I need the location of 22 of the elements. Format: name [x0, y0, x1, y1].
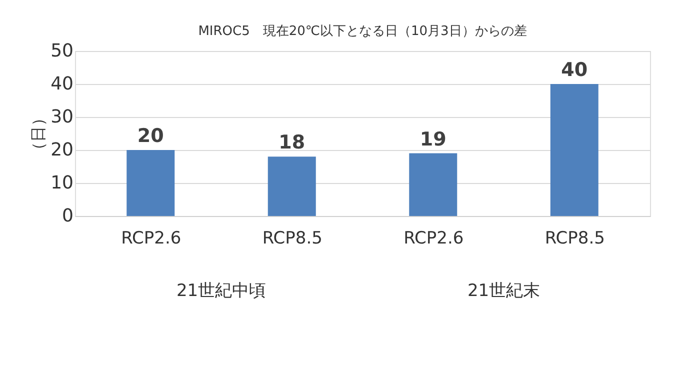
text: 21世紀中頃	[176, 281, 266, 301]
y-tick-label: 10	[50, 172, 74, 194]
x-tick-label: RCP8.5	[544, 228, 605, 248]
data-label: 20	[137, 125, 164, 147]
data-label: 18	[278, 132, 306, 154]
data-label: 40	[561, 59, 588, 81]
bar	[550, 84, 598, 216]
x-tick-label: RCP8.5	[262, 228, 322, 248]
y-tick-label: 0	[62, 206, 74, 226]
x-tick-label: RCP2.6	[121, 228, 182, 248]
data-label: 19	[420, 128, 446, 150]
y-tick-label: 30	[50, 106, 74, 128]
bar	[126, 150, 175, 216]
y-axis-title: （日）	[28, 110, 48, 158]
text: 21世紀末	[467, 281, 540, 301]
y-tick-label: 20	[50, 140, 74, 160]
x-tick-label: RCP2.6	[404, 228, 464, 248]
y-tick-label: 40	[50, 74, 74, 94]
bar	[409, 153, 458, 216]
chart-title: MIROC5 現在20℃以下となる日（10月3日）からの差	[198, 24, 527, 39]
y-tick-label: 50	[50, 40, 74, 62]
bar	[268, 156, 316, 216]
